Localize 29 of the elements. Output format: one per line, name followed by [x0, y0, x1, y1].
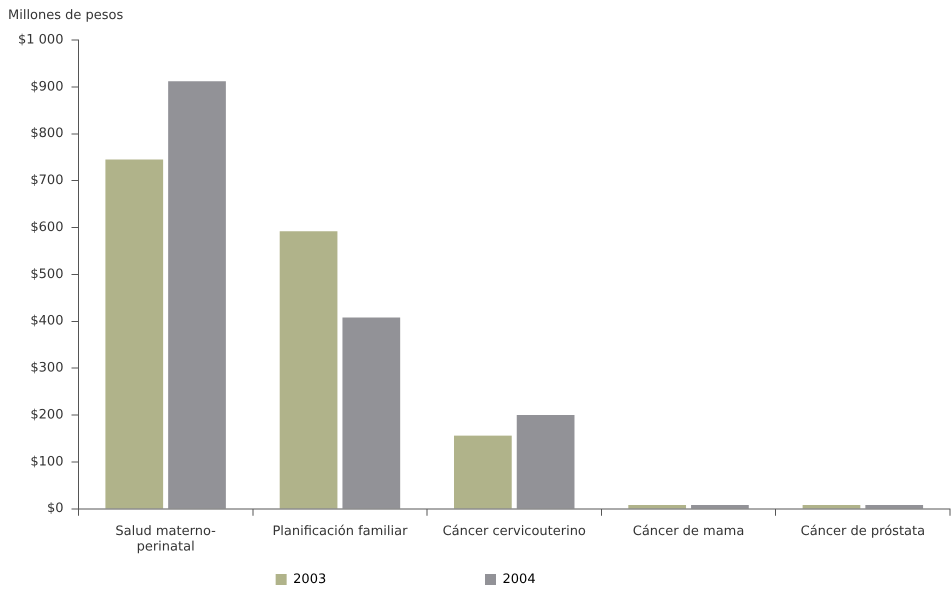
y-tick-label: $500	[30, 266, 64, 282]
y-tick-label: $300	[30, 360, 64, 376]
y-tick-label: $700	[30, 173, 64, 188]
y-tick-label: $1 000	[18, 32, 64, 48]
y-tick-label: $800	[30, 126, 64, 142]
bar	[342, 318, 400, 508]
x-tick-label: Cáncer de próstata	[800, 524, 926, 539]
y-tick-label: $200	[30, 407, 64, 422]
bar	[628, 505, 686, 508]
y-tick-label: $900	[30, 79, 64, 94]
x-tick-label: Planificación familiar	[272, 524, 408, 539]
legend-label: 2004	[502, 572, 684, 587]
bar	[865, 505, 924, 508]
y-tick-label: $100	[30, 454, 64, 470]
x-tick-label: Salud materno-perinatal	[115, 524, 216, 555]
y-tick-label: $400	[30, 314, 64, 329]
y-axis-title: Millones de pesos	[8, 8, 124, 23]
bar	[802, 505, 860, 508]
bar	[454, 436, 512, 508]
bar	[691, 505, 749, 508]
y-tick-label: $600	[30, 220, 64, 235]
bar	[280, 231, 338, 508]
bar	[105, 160, 164, 508]
x-tick-label: Cáncer cervicouterino	[442, 524, 586, 539]
bar	[516, 415, 574, 508]
x-tick-label: Cáncer de mama	[632, 524, 744, 539]
legend-label: 2003	[293, 572, 476, 587]
y-tick-label: $0	[46, 501, 64, 516]
bar	[168, 81, 226, 508]
